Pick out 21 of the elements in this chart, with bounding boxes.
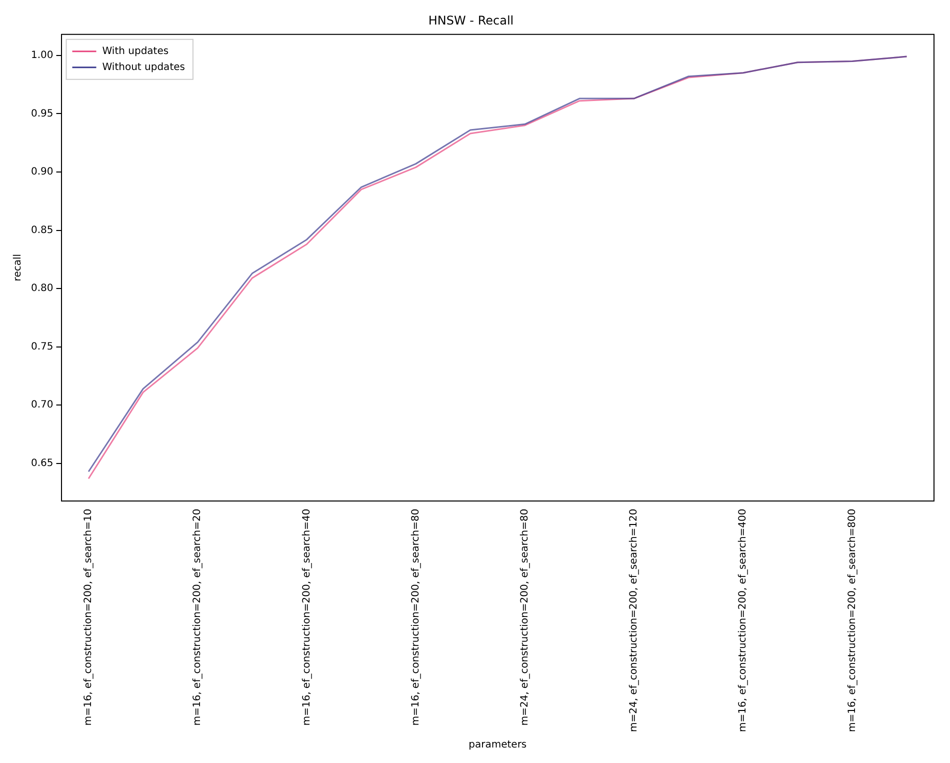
x-tick-label: m=24, ef_construction=200, ef_search=120 [628,508,640,732]
y-tick-label: 0.80 [31,283,54,294]
chart-title: HNSW - Recall [428,13,514,28]
x-tick-label: m=24, ef_construction=200, ef_search=80 [520,508,530,726]
legend-label: With updates [102,46,169,57]
y-tick-label: 0.65 [31,458,54,470]
x-tick-label: m=16, ef_construction=200, ef_search=20 [192,508,204,726]
y-tick-label: 1.00 [31,50,54,61]
y-tick-label: 0.90 [31,166,54,178]
y-tick-label: 0.95 [31,108,54,120]
x-tick-label: m=16, ef_construction=200, ef_search=80 [410,508,422,726]
y-tick-label: 0.75 [31,341,54,352]
y-tick-label: 0.85 [31,224,54,236]
x-tick-label: m=16, ef_construction=200, ef_search=40 [301,508,312,726]
y-tick-label: 0.70 [31,400,54,411]
legend-label: Without updates [102,62,185,73]
x-tick-label: m=16, ef_construction=200, ef_search=800 [846,508,858,732]
x-tick-label: m=16, ef_construction=200, ef_search=10 [83,508,94,726]
x-tick-label: m=16, ef_construction=200, ef_search=400 [738,508,749,732]
y-axis-title: recall [12,254,24,282]
x-axis-title: parameters [468,740,527,751]
